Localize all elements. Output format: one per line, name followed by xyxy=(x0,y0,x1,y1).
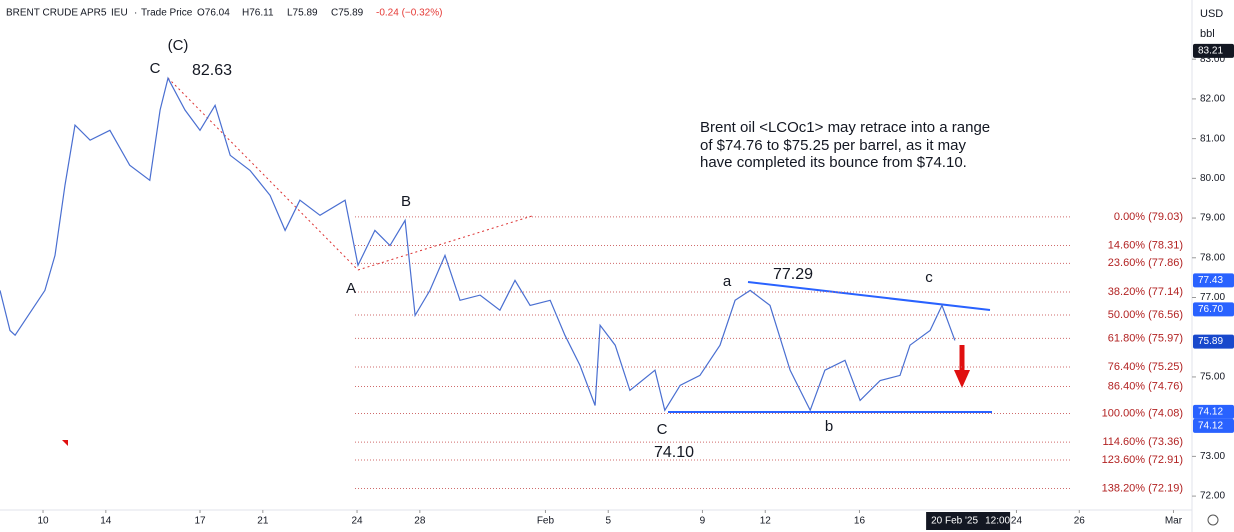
wave-label: B xyxy=(401,193,411,210)
fib-label: 38.20% (77.14) xyxy=(1108,286,1183,298)
wave-label: c xyxy=(925,269,933,286)
exchange: IEU xyxy=(111,8,128,19)
open: O76.04 xyxy=(197,8,230,19)
settings-icon[interactable] xyxy=(1207,514,1219,526)
y-tick-label: 78.00 xyxy=(1200,252,1225,263)
note-line: Brent oil <LCOc1> may retrace into a ran… xyxy=(700,119,990,136)
wave-label: a xyxy=(723,273,732,290)
y-tick-label: 83.00 xyxy=(1200,54,1225,65)
separator: · xyxy=(104,8,107,19)
y-tick-label: 72.00 xyxy=(1200,491,1225,502)
symbol: BRENT CRUDE APR5 xyxy=(6,8,107,19)
resistance-line xyxy=(747,281,991,311)
x-tick-label: 16 xyxy=(854,516,866,527)
price-badge-label: 77.43 xyxy=(1198,275,1223,286)
wave-label: b xyxy=(825,418,833,435)
close: C75.89 xyxy=(331,8,364,19)
fib-label: 61.80% (75.97) xyxy=(1108,332,1183,344)
x-tick-label: 24 xyxy=(1011,516,1023,527)
wave-label: 77.29 xyxy=(773,266,813,283)
separator: · xyxy=(134,8,137,19)
x-tick-label: 9 xyxy=(700,516,706,527)
price-badge-label: 74.12 xyxy=(1198,407,1223,418)
y-tick-label: 80.00 xyxy=(1200,173,1225,184)
price-badge xyxy=(1193,302,1234,317)
wave-label: 74.10 xyxy=(654,444,694,461)
crosshair-time: 12:00 xyxy=(985,516,1010,527)
high: H76.11 xyxy=(242,8,274,19)
fib-label: 23.60% (77.86) xyxy=(1108,257,1183,269)
x-tick-label: 5 xyxy=(605,516,611,527)
change: -0.24 (−0.32%) xyxy=(376,8,442,19)
fib-label: 0.00% (79.03) xyxy=(1114,211,1183,223)
x-tick-label: 17 xyxy=(194,516,206,527)
x-tick-label: 21 xyxy=(257,516,269,527)
price-badge xyxy=(1193,404,1234,419)
x-tick-label: 24 xyxy=(351,516,363,527)
wave-label: C xyxy=(657,421,668,438)
y-tick-label: 73.00 xyxy=(1200,451,1225,462)
price-badge-label: 76.70 xyxy=(1198,304,1223,315)
trend-line xyxy=(357,215,533,271)
x-tick-label: 12 xyxy=(760,516,772,527)
x-tick-label: 10 xyxy=(37,516,49,527)
x-tick-label: 28 xyxy=(414,516,426,527)
y-tick-label: 79.00 xyxy=(1200,213,1225,224)
marker xyxy=(62,440,68,446)
arrow-head xyxy=(954,370,970,388)
fib-label: 138.20% (72.19) xyxy=(1102,482,1183,494)
x-tick-label: 14 xyxy=(100,516,112,527)
price-badge-label: 74.12 xyxy=(1198,421,1223,432)
y-tick-label: 82.00 xyxy=(1200,94,1225,105)
price-type: Trade Price xyxy=(141,8,193,19)
note-line: of $74.76 to $75.25 per barrel, as it ma… xyxy=(700,137,966,154)
crosshair-badge xyxy=(926,512,1011,530)
price-badge xyxy=(1193,43,1234,58)
x-tick-label: Mar xyxy=(1165,516,1183,527)
fib-label: 123.60% (72.91) xyxy=(1102,454,1183,466)
price-line xyxy=(0,76,956,412)
y-tick-label: 75.00 xyxy=(1200,372,1225,383)
currency[interactable]: USD xyxy=(1200,8,1223,20)
y-tick-label: 81.00 xyxy=(1200,133,1225,144)
note-line: have completed its bounce from $74.10. xyxy=(700,154,967,171)
header: BRENT CRUDE APR5 IEU Trade Price O76.04 … xyxy=(6,8,442,19)
low: L75.89 xyxy=(287,8,318,19)
x-tick-label: Feb xyxy=(537,516,555,527)
price-badge xyxy=(1193,334,1234,349)
wave-label: C xyxy=(150,60,161,77)
fib-label: 50.00% (76.56) xyxy=(1108,309,1183,321)
fib-label: 76.40% (75.25) xyxy=(1108,361,1183,373)
fib-label: 14.60% (78.31) xyxy=(1108,239,1183,251)
wave-label: A xyxy=(346,280,356,297)
crosshair-date: 20 Feb '25 xyxy=(931,516,978,527)
wave-label: 82.63 xyxy=(192,62,232,79)
fib-label: 86.40% (74.76) xyxy=(1108,380,1183,392)
fib-label: 100.00% (74.08) xyxy=(1102,407,1183,419)
x-tick-label: 26 xyxy=(1074,516,1086,527)
fib-label: 114.60% (73.36) xyxy=(1102,436,1183,448)
trend-line xyxy=(167,77,359,271)
price-badge-label: 83.21 xyxy=(1198,45,1223,56)
unit[interactable]: bbl xyxy=(1200,28,1215,40)
wave-label: (C) xyxy=(168,37,189,54)
y-tick-label: 77.00 xyxy=(1200,292,1225,303)
price-badge xyxy=(1193,273,1234,288)
price-badge-label: 75.89 xyxy=(1198,336,1223,347)
price-badge xyxy=(1193,418,1234,433)
